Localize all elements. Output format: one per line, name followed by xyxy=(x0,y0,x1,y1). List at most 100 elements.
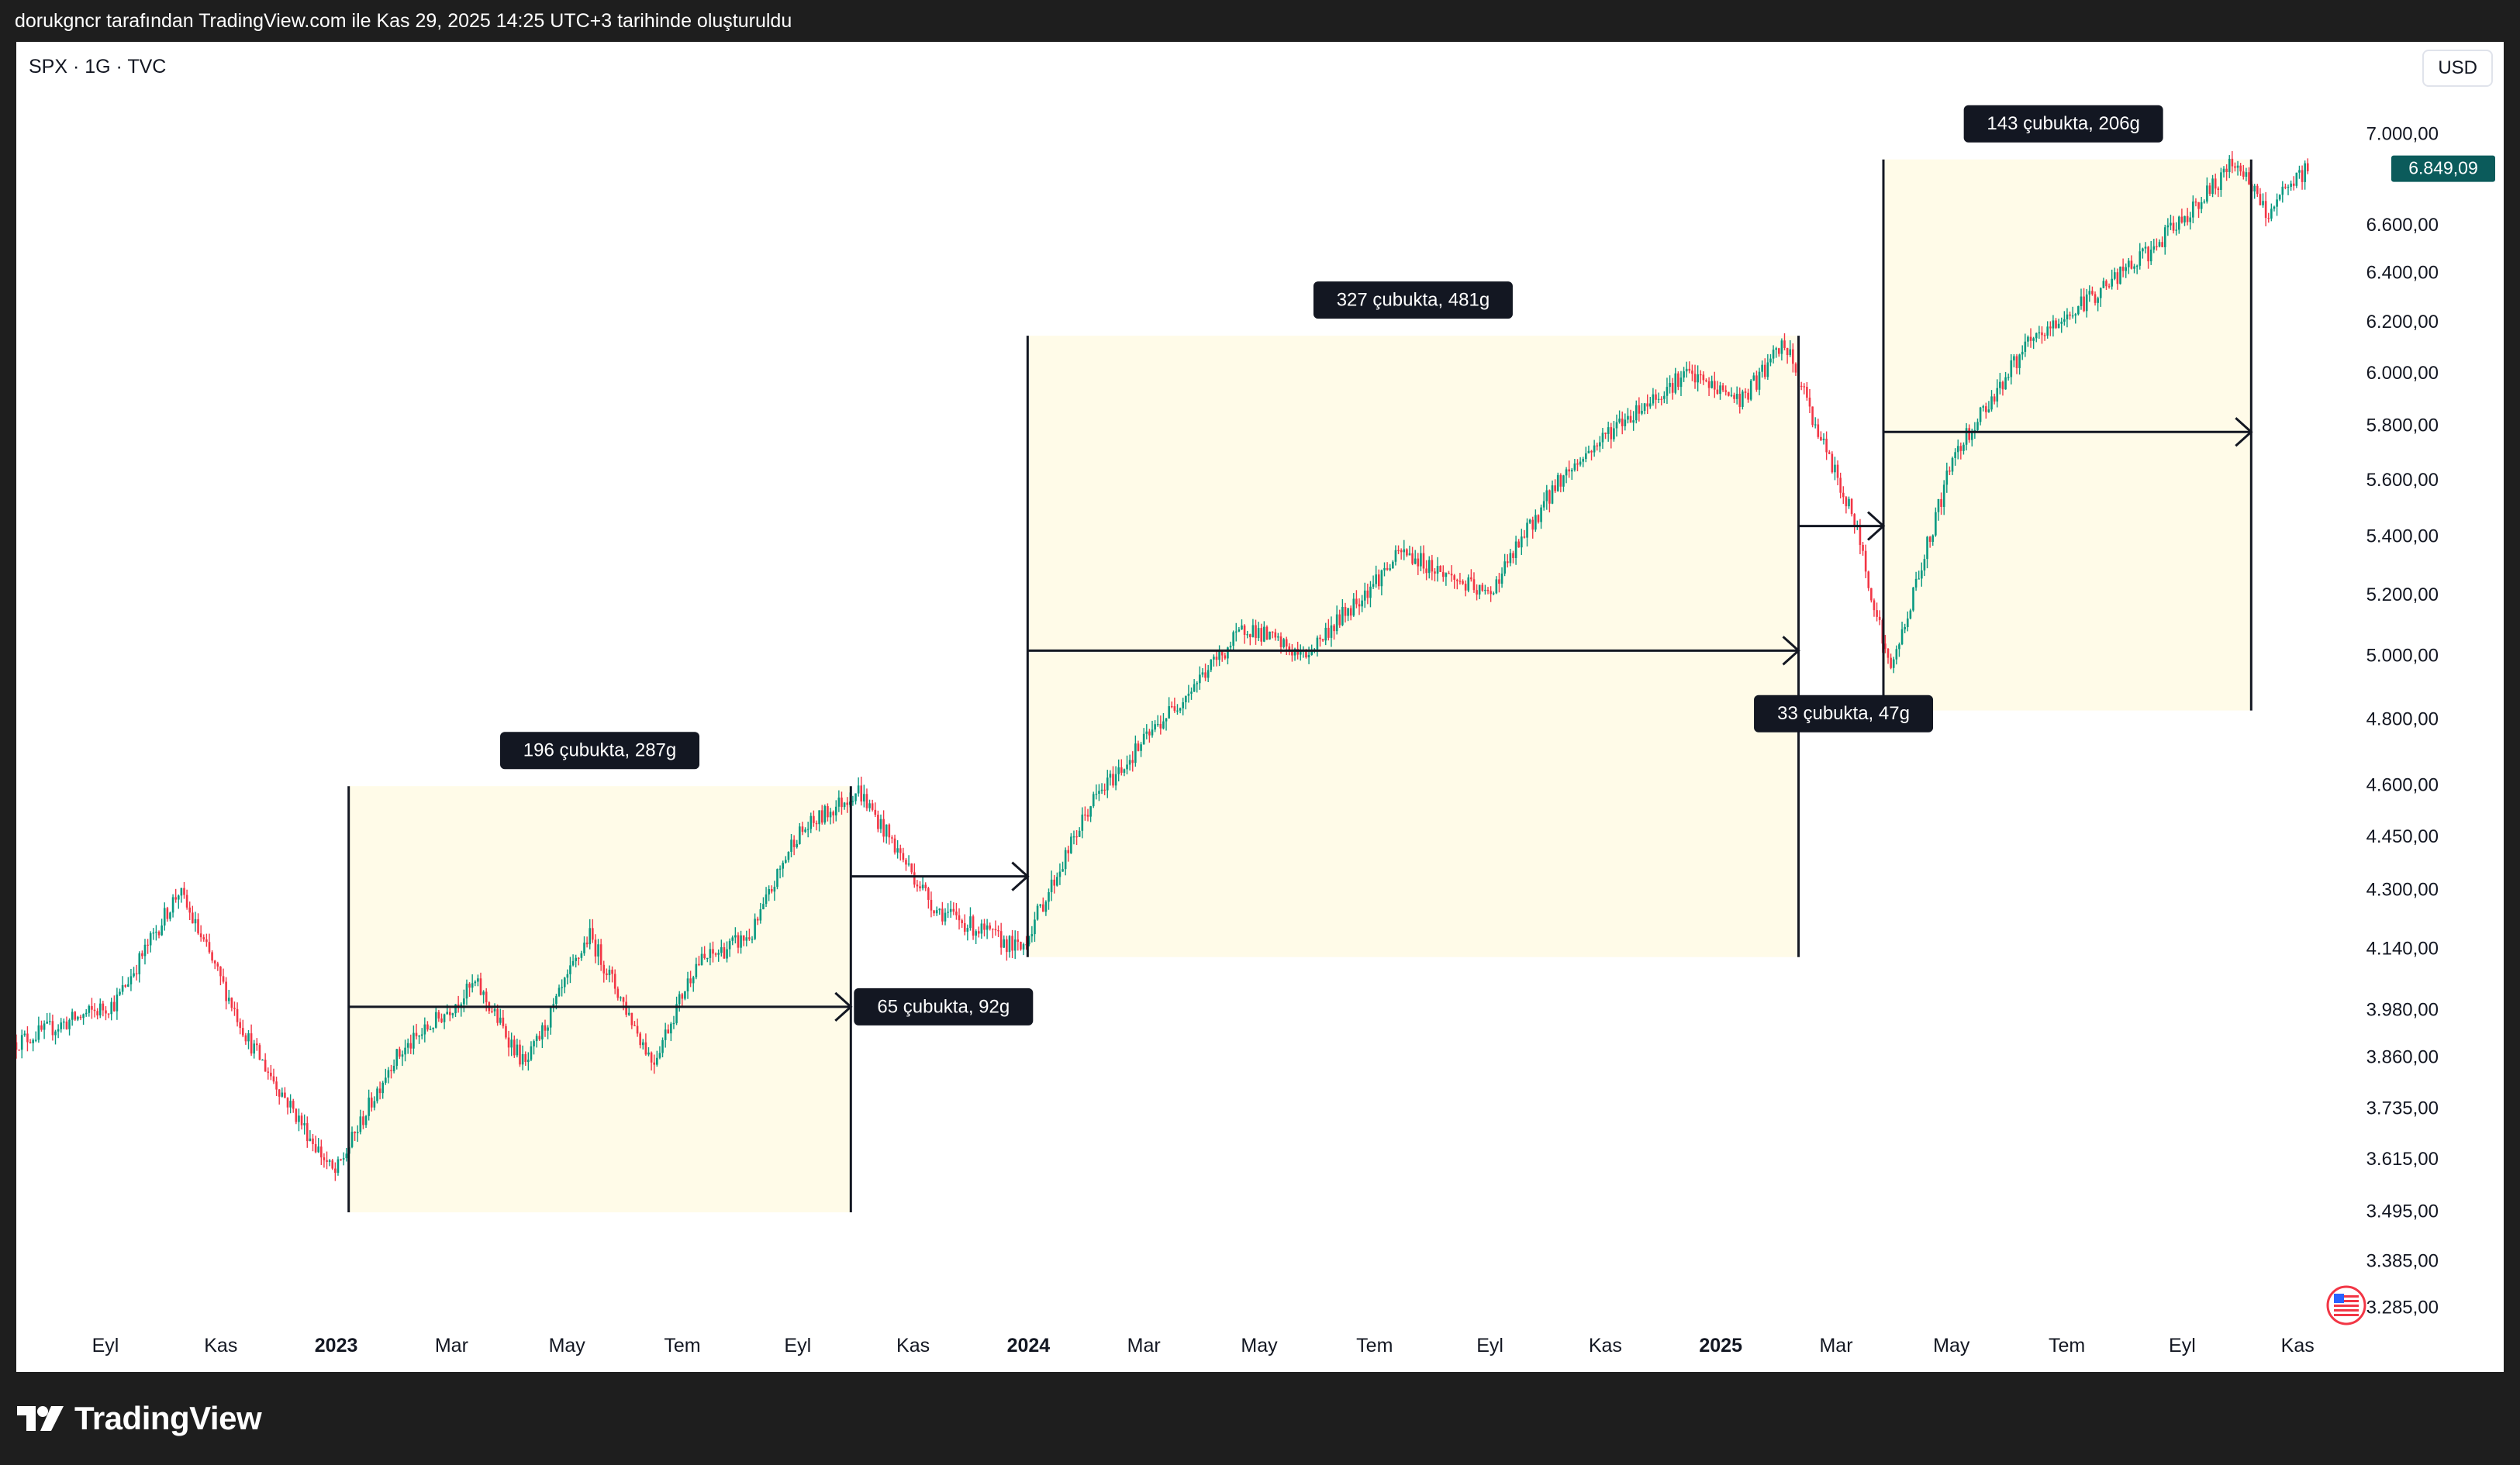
candle-body xyxy=(1834,464,1836,473)
candle-body xyxy=(102,1003,105,1011)
candle-body xyxy=(1086,815,1089,817)
candle-body xyxy=(149,933,152,946)
candle-body xyxy=(1126,764,1128,770)
candle-body xyxy=(854,793,857,801)
candle-body xyxy=(935,910,938,914)
candle-body xyxy=(1820,436,1822,440)
candle-body xyxy=(1241,625,1243,630)
candle-body xyxy=(1145,731,1148,734)
candle-body xyxy=(2119,266,2121,284)
candle-body xyxy=(1582,459,1584,462)
candle-body xyxy=(2046,326,2049,336)
candle-body xyxy=(1439,566,1441,572)
candle-body xyxy=(544,1025,547,1031)
candle-body xyxy=(1123,769,1126,773)
candle-body xyxy=(1397,550,1400,551)
candle-body xyxy=(1601,433,1604,443)
candle-body xyxy=(952,908,955,912)
candle-body xyxy=(1450,574,1453,576)
candle-body xyxy=(1013,939,1017,951)
candle-body xyxy=(983,923,986,930)
candle-body xyxy=(1906,618,1909,628)
candle-body xyxy=(589,928,592,945)
candle-body xyxy=(1766,362,1769,377)
x-tick-label-14: Kas xyxy=(1589,1335,1622,1356)
candle-body xyxy=(2060,321,2063,324)
candle-body xyxy=(1663,395,1666,399)
symbol-title[interactable]: SPX · 1G · TVC xyxy=(29,56,167,78)
candle-body xyxy=(499,1017,502,1023)
candle-body xyxy=(1587,450,1590,453)
candle-body xyxy=(1679,377,1683,388)
candle-body xyxy=(1876,610,1878,617)
candle-body xyxy=(2080,296,2083,306)
y-tick-label-14: 4.300,00 xyxy=(2366,880,2439,901)
candle-body xyxy=(1006,939,1008,953)
candle-body xyxy=(1817,424,1820,437)
candle-body xyxy=(806,829,810,830)
candle-body xyxy=(1481,584,1484,591)
candle-body xyxy=(88,1005,91,1013)
candle-body xyxy=(2152,246,2156,250)
candle-body xyxy=(1316,637,1319,650)
candle-body xyxy=(2239,165,2242,172)
y-tick-label-6: 5.800,00 xyxy=(2366,415,2439,436)
candle-body xyxy=(1182,702,1184,708)
x-tick-label-20: Kas xyxy=(2281,1335,2315,1356)
candle-body xyxy=(1380,570,1383,587)
candle-body xyxy=(580,953,583,958)
candle-body xyxy=(2236,165,2239,168)
candle-body xyxy=(1755,375,1758,390)
candle-body xyxy=(309,1138,312,1142)
chart-panel[interactable]: 65 çubukta, 92g 33 çubukta, 47g 196 çubukt… xyxy=(16,42,2504,1372)
candle-body xyxy=(1030,934,1034,936)
x-tick-label-15: 2025 xyxy=(1699,1335,1742,1356)
candle-body xyxy=(1607,427,1610,434)
candle-body xyxy=(681,994,684,999)
candle-body xyxy=(247,1033,250,1042)
candle-body xyxy=(1453,575,1456,580)
candle-body xyxy=(698,963,700,966)
candle-body xyxy=(1215,657,1218,660)
candle-body xyxy=(1730,395,1733,396)
candle-body xyxy=(110,1001,112,1015)
candle-body xyxy=(286,1098,289,1108)
candle-body xyxy=(1392,561,1394,569)
candle-body xyxy=(787,851,790,860)
candle-body xyxy=(1011,936,1013,951)
candle-body xyxy=(519,1044,521,1065)
currency-button[interactable]: USD xyxy=(2422,50,2493,87)
candle-body xyxy=(1713,381,1716,390)
y-tick-label-1: 7.000,00 xyxy=(2366,123,2439,144)
candle-body xyxy=(541,1025,544,1039)
candle-body xyxy=(1269,631,1271,640)
candle-body xyxy=(2214,178,2217,189)
flag-stripe xyxy=(2334,1295,2359,1298)
price-chart[interactable]: 65 çubukta, 92g 33 çubukta, 47g 196 çubukt… xyxy=(16,42,2504,1372)
candle-body xyxy=(373,1101,376,1108)
candle-body xyxy=(813,815,815,823)
candle-body xyxy=(133,973,135,977)
candle-body xyxy=(927,888,930,900)
candle-body xyxy=(2298,170,2301,173)
candle-body xyxy=(1448,573,1450,574)
candle-body xyxy=(2222,168,2225,173)
candle-body xyxy=(253,1043,256,1054)
arrow-label-4-bg xyxy=(1754,695,1934,732)
candle-body xyxy=(1232,632,1234,646)
candle-body xyxy=(860,785,863,801)
candle-body xyxy=(670,1023,672,1034)
candle-body xyxy=(1735,394,1738,399)
candle-body xyxy=(1733,395,1735,399)
x-tick-label-11: May xyxy=(1241,1335,1278,1356)
candle-body xyxy=(1839,477,1842,493)
candle-body xyxy=(924,884,927,888)
candle-body xyxy=(1568,469,1570,472)
candle-body xyxy=(1850,498,1853,515)
candle-body xyxy=(728,940,731,950)
candle-body xyxy=(2135,265,2139,267)
candle-body xyxy=(1277,636,1279,638)
candle-body xyxy=(491,1011,493,1012)
candle-body xyxy=(882,819,885,837)
candle-body xyxy=(785,860,787,863)
